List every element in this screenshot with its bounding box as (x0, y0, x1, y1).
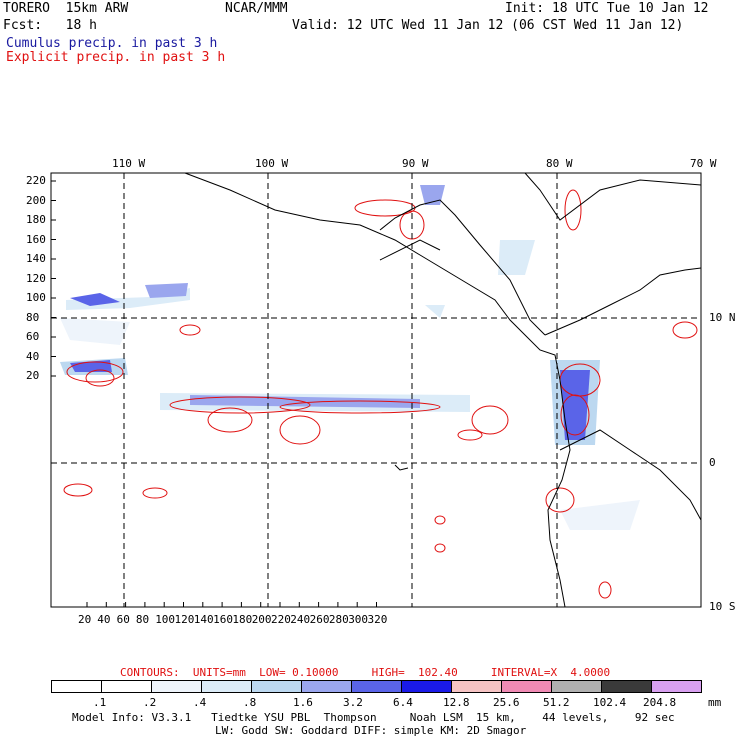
x-tick-label: 160 (213, 613, 233, 626)
legend-swatch (251, 680, 302, 693)
y-tick-label: 120 (26, 271, 46, 285)
legend-swatch (501, 680, 552, 693)
contour-info: CONTOURS: UNITS=mm LOW= 0.10000 HIGH= 10… (120, 666, 611, 679)
x-tick-label: 20 (78, 613, 92, 626)
legend-swatch (401, 680, 452, 693)
legend-label: 102.4 (593, 696, 627, 709)
legend-label: 6.4 (393, 696, 413, 709)
x-tick-label: 320 (367, 613, 388, 626)
y-tick-label: 20 (26, 369, 40, 382)
x-tick-label: 120 (174, 613, 195, 626)
legend-unit: mm (708, 696, 722, 709)
x-tick-label: 100 (155, 613, 176, 626)
x-tick-label: 180 (232, 613, 253, 626)
lon-label-110w: 110 W (112, 157, 146, 170)
y-tick-label: 100 (26, 291, 46, 304)
model-info: Model Info: V3.3.1 Tiedtke YSU PBL Thomp… (72, 711, 675, 724)
lon-label-90w: 90 W (402, 157, 429, 170)
legend-swatch (301, 680, 352, 693)
map-frame (50, 172, 702, 608)
valid-time: Valid: 12 UTC Wed 11 Jan 12 (06 CST Wed … (292, 18, 684, 33)
legend-label: 12.8 (443, 696, 470, 709)
y-tick-label: 160 (26, 232, 46, 246)
y-tick-label: 180 (26, 213, 46, 226)
lat-label-0: 0 (709, 456, 716, 469)
legend-swatch (351, 680, 402, 693)
x-tick-label: 220 (271, 613, 291, 626)
legend-label: 3.2 (343, 696, 363, 709)
x-tick-label: 60 (116, 613, 130, 626)
lon-label-70w: 70 W (690, 157, 717, 170)
legend-swatch (451, 680, 502, 693)
forecast-hour: Fcst: 18 h (3, 18, 97, 33)
graticule (51, 173, 701, 607)
x-tick-marks (86, 602, 377, 607)
init-time: Init: 18 UTC Tue 10 Jan 12 (505, 1, 709, 16)
cumulus-label: Cumulus precip. in past 3 h (6, 36, 218, 51)
x-tick-label: 40 (97, 613, 111, 626)
lat-label-10n: 10 N (709, 311, 736, 324)
legend-swatch (51, 680, 102, 693)
legend-swatch (551, 680, 602, 693)
y-tick-label: 40 (26, 349, 40, 363)
legend-swatch (601, 680, 652, 693)
legend-label: 1.6 (293, 696, 313, 709)
legend-label: 204.8 (643, 696, 677, 709)
cumulus-precip (60, 185, 640, 530)
organization: NCAR/MMM (225, 1, 288, 16)
y-tick-marks (51, 180, 56, 377)
lat-label-10s: 10 S (709, 600, 736, 613)
explicit-label: Explicit precip. in past 3 h (6, 50, 226, 65)
x-tick-label: 240 (290, 613, 311, 626)
legend-label: .8 (243, 696, 257, 709)
y-tick-label: 140 (26, 252, 46, 265)
y-tick-label: 80 (26, 310, 40, 324)
physics-info: LW: Godd SW: Goddard DIFF: simple KM: 2D… (215, 724, 527, 737)
coastlines (184, 172, 702, 608)
lon-label-100w: 100 W (255, 157, 289, 170)
legend-swatch (101, 680, 152, 693)
x-tick-label: 140 (193, 613, 214, 626)
legend-label: 25.6 (493, 696, 520, 709)
y-tick-label: 200 (26, 193, 46, 207)
x-tick-label: 280 (328, 613, 349, 626)
legend-label: .2 (143, 696, 157, 709)
legend-label: .1 (93, 696, 107, 709)
legend-swatch (151, 680, 202, 693)
x-tick-label: 260 (309, 613, 330, 626)
x-tick-label: 80 (135, 613, 150, 626)
model-title: TORERO 15km ARW (3, 1, 129, 16)
x-tick-label: 200 (251, 613, 272, 626)
explicit-precip (63, 189, 698, 599)
y-tick-label: 220 (26, 174, 46, 187)
x-tick-label: 300 (348, 613, 369, 626)
y-tick-label: 60 (26, 330, 40, 343)
legend-label: .4 (193, 696, 207, 709)
lon-label-80w: 80 W (546, 157, 573, 170)
legend-swatch (651, 680, 702, 693)
legend-swatch (201, 680, 252, 693)
legend-label: 51.2 (543, 696, 570, 709)
